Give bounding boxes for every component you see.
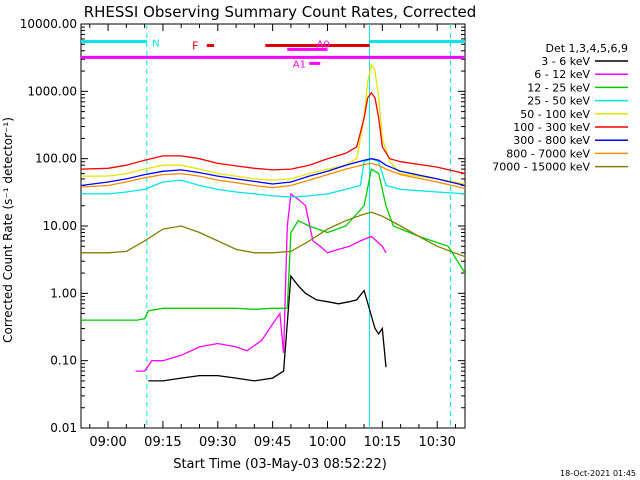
attenuator-a1-label: A1 [293,59,306,70]
series-line-50-100-kev [81,62,465,185]
legend-label: 12 - 25 keV [527,81,590,94]
y-tick-label: 10000.00 [20,17,77,31]
legend-label: 25 - 50 keV [527,95,590,108]
x-tick-label: 09:30 [199,435,236,450]
series-line-7000-15000-kev [81,211,465,258]
y-tick-label: 0.10 [50,354,77,368]
chart-title: RHESSI Observing Summary Count Rates, Co… [84,3,477,21]
series-line-25-50-kev [81,157,465,198]
legend-label: 800 - 7000 keV [506,147,590,160]
legend-label: 300 - 800 keV [513,134,590,147]
footer-date: 18-Oct-2021 01:45 [560,469,636,478]
attenuator-a0-label: A0 [317,39,330,50]
y-tick-label: 1000.00 [27,84,77,98]
x-axis-label: Start Time (03-May-03 08:52:22) [173,457,387,472]
night-label: N [152,38,159,49]
legend-label: 3 - 6 keV [541,55,590,68]
legend-label: 100 - 300 keV [513,121,590,134]
x-tick-label: 10:30 [418,435,455,450]
series-line-100-300-kev [81,91,465,175]
series-line-300-800-kev [81,158,465,187]
series-line-800-7000-kev [81,162,465,190]
y-axis-label: Corrected Count Rate (s⁻¹ detector⁻¹) [1,117,15,343]
legend-label: 7000 - 15000 keV [492,161,590,174]
y-tick-label: 100.00 [35,152,77,166]
flare-label: F [192,39,198,52]
legend-label: 6 - 12 keV [534,68,590,81]
x-tick-label: 09:15 [144,435,181,450]
series-line-12-25-kev [81,168,465,321]
x-tick-label: 10:00 [309,435,346,450]
series-line-6-12-kev [135,192,387,372]
plot-area: 0.01 0.10 1.00 10.00 100.00 1000.00 10000.00 09… [20,17,466,450]
y-tick-label: 1.00 [50,286,77,300]
x-tick-label: 09:00 [89,435,126,450]
y-tick-label: 10.00 [43,219,77,233]
y-tick-label: 0.01 [50,421,77,435]
legend-header: Det 1,3,4,5,6,9 [545,42,628,55]
legend-label: 50 - 100 keV [520,108,590,121]
series-line-3-6-kev [148,274,387,382]
x-tick-label: 09:45 [254,435,291,450]
x-tick-label: 10:15 [364,435,401,450]
